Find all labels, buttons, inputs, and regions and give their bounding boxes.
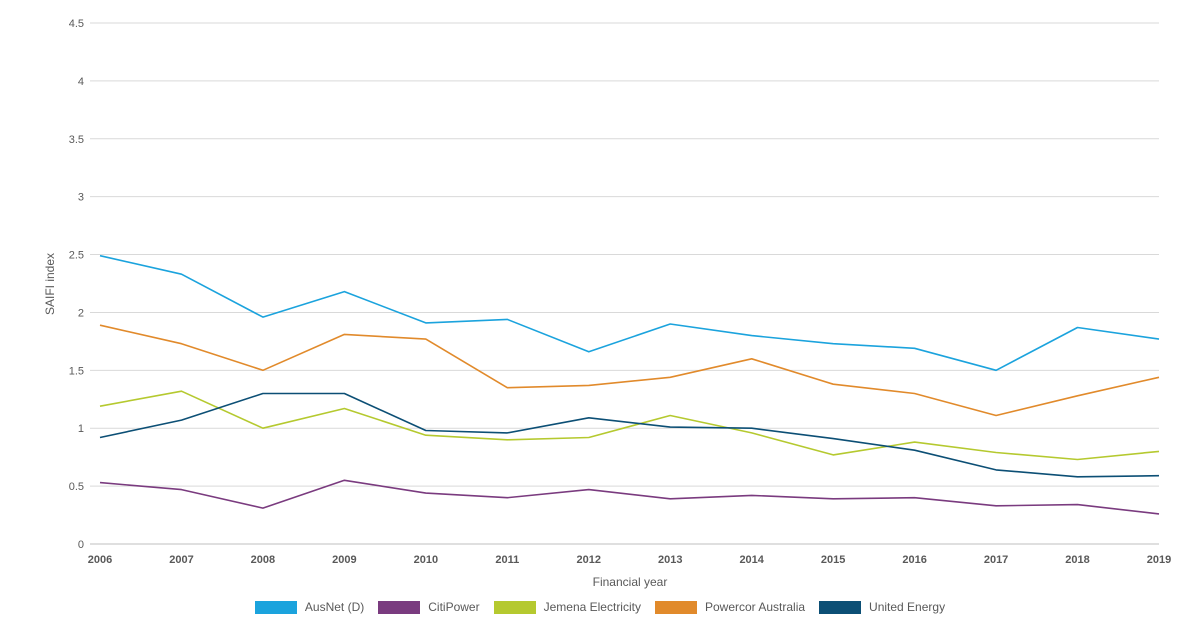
legend-swatch xyxy=(493,600,536,614)
legend-item: Jemena Electricity xyxy=(493,600,641,614)
y-tick-label: 3.5 xyxy=(69,134,84,146)
y-tick-label: 0.5 xyxy=(69,481,84,493)
legend-swatch xyxy=(378,600,421,614)
x-axis-ticks: 2006 2007 2008 2009 2010 2011 2012 2013 2014 2015… xyxy=(88,554,1171,566)
legend-swatch xyxy=(819,600,862,614)
y-tick-label: 2.5 xyxy=(69,250,84,262)
legend-item: AusNet (D) xyxy=(254,600,365,614)
x-tick-label: 2013 xyxy=(658,554,682,566)
legend-label: Jemena Electricity xyxy=(543,600,641,614)
series-line-citipower xyxy=(99,479,1160,515)
legend-label: AusNet (D) xyxy=(304,600,365,614)
y-tick-label: 1 xyxy=(78,423,84,435)
x-tick-label: 2016 xyxy=(902,554,926,566)
legend-item: Powercor Australia xyxy=(654,600,806,614)
y-tick-label: 2 xyxy=(78,307,84,319)
y-axis-ticks: 0 0.5 1 1.5 2 2.5 3 3.5 4 4.5 xyxy=(69,18,84,551)
y-tick-label: 4 xyxy=(78,76,84,88)
y-tick-label: 1.5 xyxy=(69,365,84,377)
series-line-powercor-australia xyxy=(99,324,1160,417)
legend-item: CitiPower xyxy=(378,600,480,614)
series-line-jemena-electricity xyxy=(99,390,1160,461)
x-tick-label: 2006 xyxy=(88,554,112,566)
series-line-ausnet-d xyxy=(99,254,1160,372)
x-tick-label: 2010 xyxy=(414,554,438,566)
y-axis-label: SAIFI index xyxy=(43,253,57,315)
series-line-united-energy xyxy=(99,392,1160,478)
x-tick-label: 2009 xyxy=(332,554,356,566)
x-tick-label: 2018 xyxy=(1065,554,1089,566)
legend-item: United Energy xyxy=(819,600,945,614)
legend-swatch xyxy=(254,600,297,614)
legend-label: CitiPower xyxy=(428,600,480,614)
x-tick-label: 2007 xyxy=(169,554,193,566)
x-tick-label: 2019 xyxy=(1147,554,1171,566)
gridlines xyxy=(90,22,1159,545)
y-tick-label: 0 xyxy=(78,539,84,551)
x-tick-label: 2017 xyxy=(984,554,1008,566)
x-axis-label: Financial year xyxy=(593,575,668,589)
x-tick-label: 2008 xyxy=(251,554,275,566)
series-lines xyxy=(99,254,1160,515)
x-tick-label: 2015 xyxy=(821,554,845,566)
y-tick-label: 3 xyxy=(78,192,84,204)
legend-swatch xyxy=(654,600,697,614)
x-tick-label: 2014 xyxy=(739,554,764,566)
x-tick-label: 2011 xyxy=(495,554,519,566)
x-tick-label: 2012 xyxy=(577,554,601,566)
chart-legend: AusNet (D) CitiPower Jemena Electricity Pow… xyxy=(0,600,1200,614)
y-tick-label: 4.5 xyxy=(69,18,84,30)
legend-label: United Energy xyxy=(869,600,946,614)
legend-label: Powercor Australia xyxy=(704,600,806,614)
